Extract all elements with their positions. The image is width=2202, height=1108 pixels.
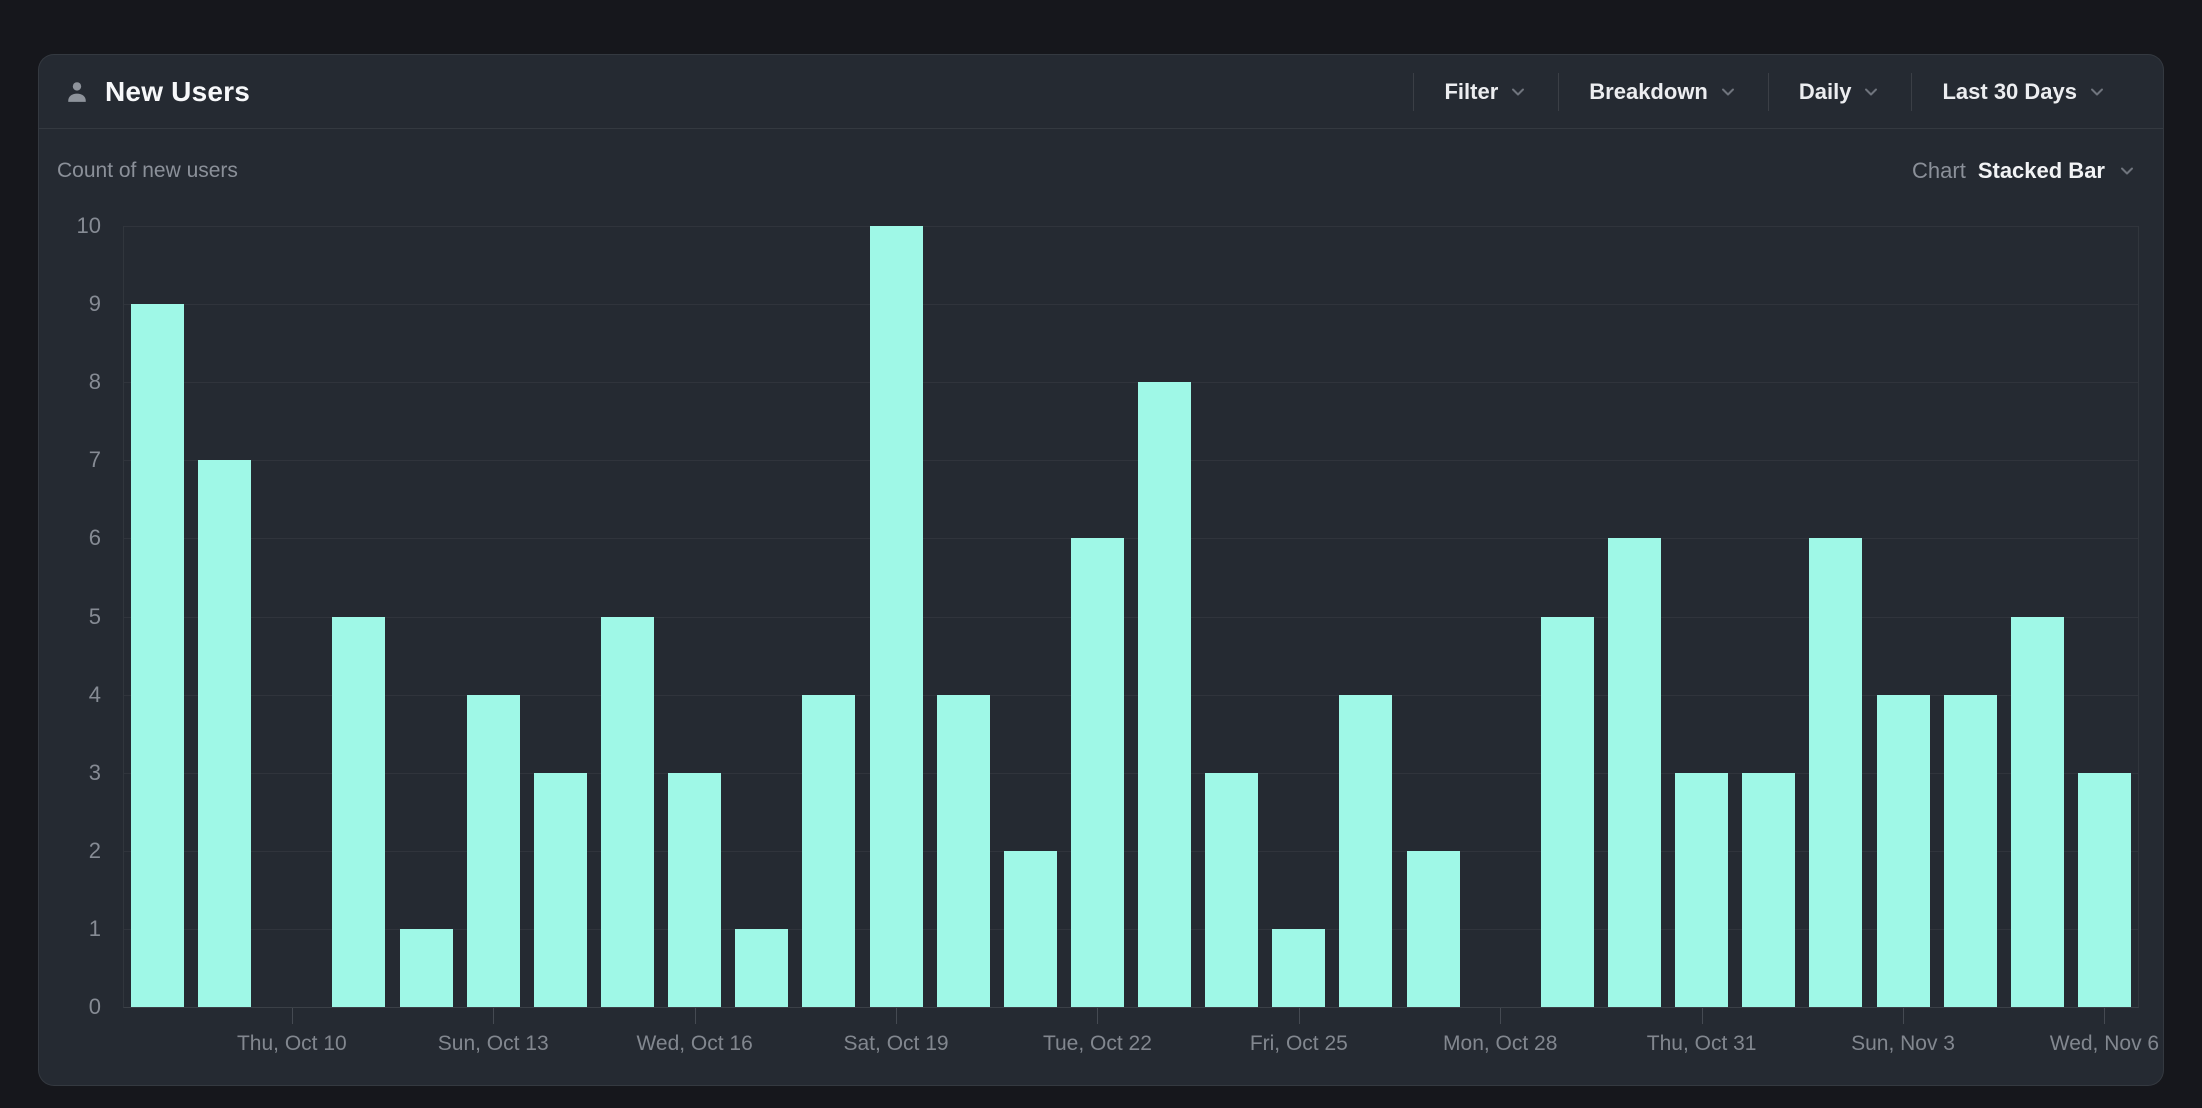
- card-title-group: New Users: [63, 76, 250, 108]
- page-title: New Users: [105, 75, 250, 107]
- user-icon: [63, 78, 91, 106]
- gridline: [124, 460, 2138, 462]
- bar-oct-13[interactable]: [466, 694, 520, 1007]
- x-tick-mark: [694, 1008, 696, 1024]
- divider: [1911, 72, 1913, 111]
- bar-oct-19[interactable]: [869, 226, 923, 1007]
- bar-oct-27[interactable]: [1406, 850, 1460, 1007]
- gridline: [124, 850, 2138, 852]
- bar-oct-26[interactable]: [1339, 694, 1393, 1007]
- bar-oct-15[interactable]: [601, 616, 654, 1007]
- y-tick-label: 5: [88, 603, 101, 629]
- gridline: [124, 928, 2138, 930]
- bar-oct-24[interactable]: [1205, 772, 1259, 1007]
- bar-oct-9[interactable]: [198, 460, 252, 1007]
- chart-type-dropdown-value: Stacked Bar: [1977, 158, 2105, 183]
- x-tick-label: Mon, Oct 28: [1443, 1032, 1558, 1055]
- y-tick-label: 8: [88, 369, 101, 395]
- breakdown-dropdown-label: Breakdown: [1589, 78, 1708, 104]
- breakdown-dropdown[interactable]: Breakdown: [1559, 79, 1768, 105]
- gridline: [124, 772, 2138, 774]
- y-tick-label: 1: [88, 915, 101, 941]
- gridline: [124, 226, 2138, 227]
- interval-dropdown-label: Daily: [1798, 78, 1852, 104]
- bar-oct-30[interactable]: [1608, 538, 1661, 1007]
- x-tick-label: Sun, Nov 3: [1851, 1032, 1955, 1055]
- x-tick-label: Tue, Oct 22: [1042, 1032, 1152, 1055]
- bar-oct-22[interactable]: [1070, 538, 1124, 1007]
- gridline: [124, 616, 2138, 618]
- y-tick-label: 3: [88, 759, 101, 785]
- gridline: [124, 694, 2138, 696]
- bar-oct-25[interactable]: [1272, 928, 1326, 1007]
- interval-dropdown[interactable]: Daily: [1769, 79, 1912, 105]
- new-users-card: New Users Filter Breakdown Daily: [38, 54, 2164, 1086]
- bar-oct-16[interactable]: [668, 772, 722, 1007]
- chart-type-dropdown-caption: Chart: [1912, 158, 1966, 183]
- card-subheader: Count of new users Chart Stacked Bar: [39, 139, 2163, 203]
- y-tick-label: 4: [88, 681, 101, 707]
- x-tick-mark: [2104, 1008, 2106, 1024]
- bar-nov-5[interactable]: [2010, 616, 2064, 1007]
- plot-area: Thu, Oct 10 Sun, Oct 13 Wed, Oct 16 Sat, Oc…: [123, 226, 2159, 1055]
- metric-label: Count of new users: [57, 159, 238, 182]
- bar-oct-8[interactable]: [131, 304, 185, 1007]
- chevron-down-icon: [1861, 82, 1881, 102]
- bar-oct-29[interactable]: [1540, 616, 1594, 1007]
- date-range-dropdown-label: Last 30 Days: [1942, 78, 2077, 104]
- bar-oct-23[interactable]: [1138, 382, 1192, 1007]
- y-tick-label: 10: [76, 213, 101, 238]
- bar-nov-3[interactable]: [1876, 694, 1930, 1007]
- card-header: New Users Filter Breakdown Daily: [39, 55, 2163, 129]
- x-tick-mark: [493, 1008, 495, 1024]
- bar-oct-14[interactable]: [533, 772, 587, 1007]
- y-tick-label: 0: [88, 994, 101, 1019]
- gridline: [124, 382, 2138, 384]
- filter-dropdown[interactable]: Filter: [1414, 79, 1558, 105]
- header-controls: Filter Breakdown Daily Las: [1413, 55, 2137, 128]
- filter-dropdown-label: Filter: [1444, 78, 1499, 104]
- bar-oct-11[interactable]: [332, 616, 386, 1007]
- bar-oct-17[interactable]: [735, 928, 789, 1007]
- y-tick-label: 7: [88, 447, 101, 473]
- x-tick-label: Wed, Oct 16: [636, 1032, 753, 1055]
- divider: [1558, 72, 1560, 111]
- x-tick-mark: [1701, 1008, 1703, 1024]
- x-tick-mark: [1500, 1008, 1502, 1024]
- x-tick-mark: [896, 1008, 898, 1024]
- bar-oct-12[interactable]: [399, 928, 453, 1007]
- bar-nov-4[interactable]: [1943, 694, 1997, 1007]
- divider: [1413, 72, 1415, 111]
- y-tick-label: 9: [88, 291, 101, 317]
- x-tick-mark: [1097, 1008, 1099, 1024]
- x-tick-label: Sun, Oct 13: [437, 1032, 549, 1055]
- chevron-down-icon: [2087, 82, 2107, 102]
- x-tick-label: Wed, Nov 6: [2049, 1032, 2160, 1055]
- y-axis: 0 1 2 3 4 5 6 7 8 9 10: [39, 213, 101, 1019]
- x-tick-label: Fri, Oct 25: [1249, 1032, 1348, 1055]
- chevron-down-icon: [1508, 82, 1528, 102]
- bar-oct-21[interactable]: [1003, 850, 1057, 1007]
- chevron-down-icon: [1718, 82, 1738, 102]
- x-tick-mark: [291, 1008, 293, 1024]
- bar-nov-6[interactable]: [2077, 772, 2131, 1007]
- date-range-dropdown[interactable]: Last 30 Days: [1912, 79, 2137, 105]
- bar-oct-31[interactable]: [1675, 772, 1729, 1007]
- x-tick-label: Sat, Oct 19: [843, 1032, 949, 1055]
- y-tick-label: 6: [88, 525, 101, 551]
- divider: [1767, 72, 1769, 111]
- chart-type-dropdown[interactable]: Chart Stacked Bar: [1912, 158, 2137, 184]
- bar-oct-20[interactable]: [936, 694, 990, 1007]
- x-tick-label: Thu, Oct 31: [1646, 1032, 1757, 1055]
- gridline: [124, 538, 2138, 540]
- gridline: [124, 304, 2138, 306]
- chevron-down-icon: [2117, 161, 2137, 181]
- bar-nov-1[interactable]: [1742, 772, 1796, 1007]
- y-tick-label: 2: [88, 837, 101, 863]
- x-tick-label: Thu, Oct 10: [236, 1032, 347, 1055]
- x-tick-mark: [1298, 1008, 1300, 1024]
- bar-oct-18[interactable]: [802, 694, 856, 1007]
- x-tick-mark: [1903, 1008, 1905, 1024]
- bar-nov-2[interactable]: [1809, 538, 1863, 1007]
